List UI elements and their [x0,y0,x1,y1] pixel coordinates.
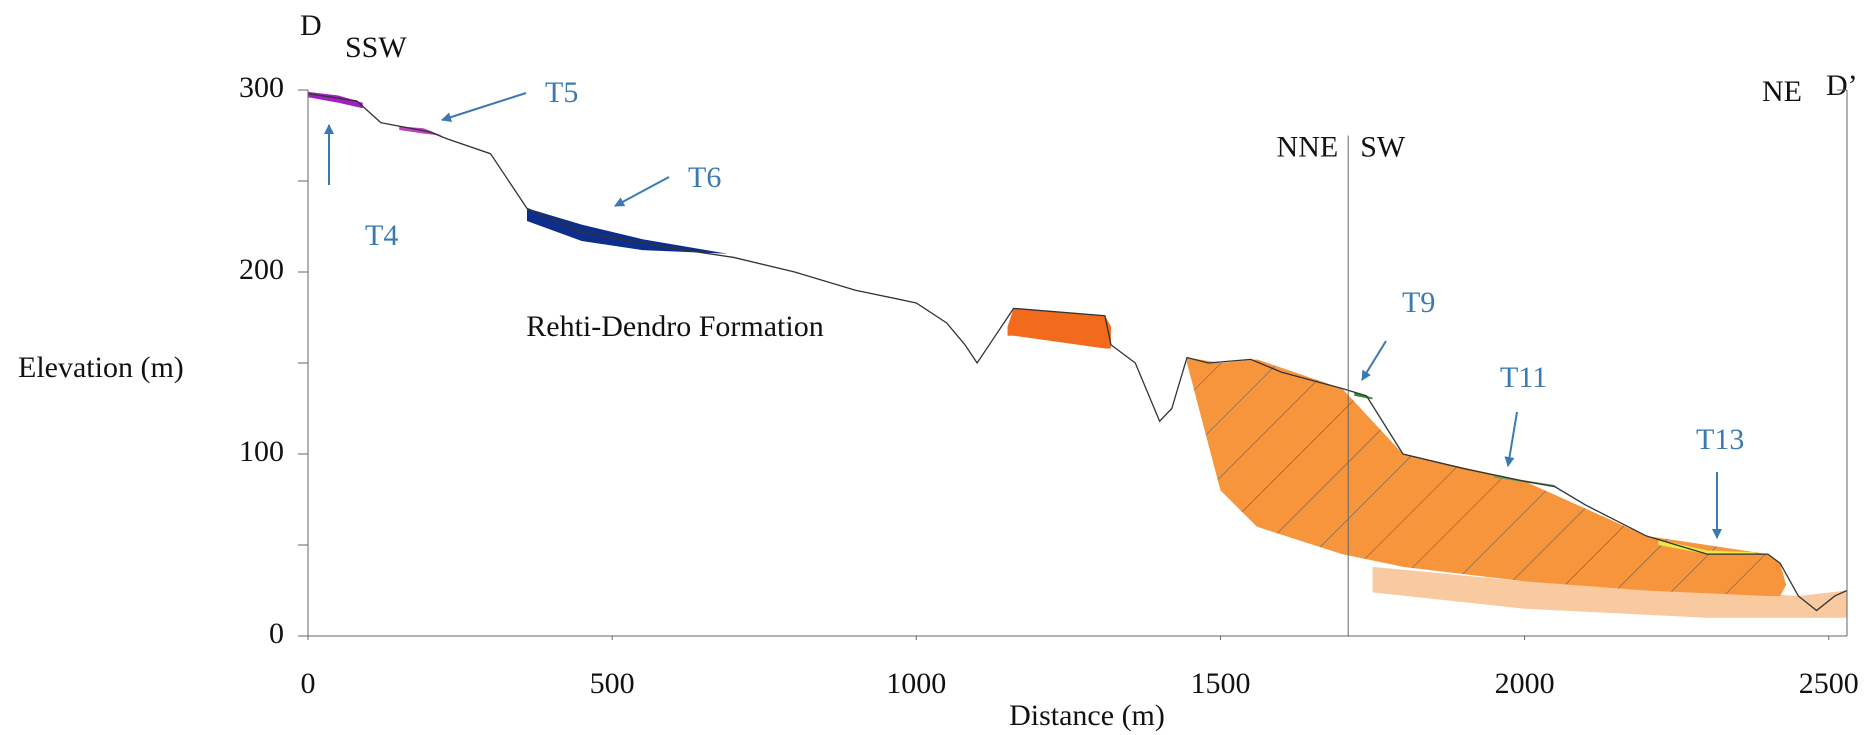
section-start: D [300,9,322,42]
x-axis-label: Distance (m) [1009,699,1165,732]
y-axis-label: Elevation (m) [18,351,184,384]
deposit [1658,539,1756,555]
y-tick-label: 300 [239,71,284,104]
terrace-label: T4 [365,219,398,252]
x-tick-label: 0 [301,667,316,700]
formation-label: Rehti-Dendro Formation [526,310,823,343]
y-tick-label: 100 [239,435,284,468]
x-tick-label: 1000 [886,667,946,700]
start-direction: SSW [345,31,407,64]
y-tick-label: 200 [239,253,284,286]
x-tick-label: 2500 [1799,667,1859,700]
y-tick-label: 0 [269,617,284,650]
x-tick-label: 1500 [1190,667,1250,700]
terrace-label: T5 [545,76,578,109]
terrace-label: T11 [1500,361,1547,394]
terrace-label: T9 [1402,286,1435,319]
bend-left-direction: NNE [1277,130,1339,163]
deposit [1007,308,1111,349]
profile-line [307,92,1848,612]
arrow [614,176,670,207]
bend-right-direction: SW [1360,130,1406,163]
deposit [1372,566,1847,618]
arrow [441,92,527,123]
terrace-label: T13 [1696,423,1744,456]
x-tick-label: 2000 [1495,667,1555,700]
section-end: D’ [1826,69,1858,102]
deposit-hatch [1186,357,1787,596]
arrow [1504,411,1518,467]
end-direction: NE [1762,75,1802,108]
terrace-label: T6 [688,161,721,194]
arrow [1361,340,1387,381]
x-tick-label: 500 [590,667,635,700]
deposit [526,208,728,254]
